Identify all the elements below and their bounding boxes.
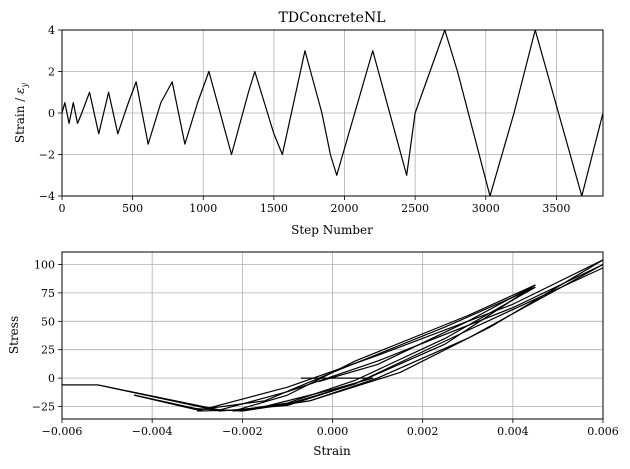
series-line (197, 263, 603, 412)
x-ticks: 0 500 1000 1500 2000 2500 3000 3500 (59, 196, 570, 215)
y-ticks: −4 −2 0 2 4 (39, 24, 62, 203)
x-tick-label: 500 (122, 202, 143, 215)
x-ticks: −0.006 −0.004 −0.002 0.000 0.002 0.004 0.006 (42, 419, 619, 438)
x-tick-label: 0.006 (587, 425, 619, 438)
y-tick-label: −2 (39, 149, 55, 162)
y-tick-label: −25 (32, 401, 55, 414)
series-line (134, 259, 603, 412)
series-line (318, 284, 536, 383)
x-tick-label: 0 (59, 202, 66, 215)
x-tick-label: 0.000 (317, 425, 349, 438)
y-axis-label: Stress (7, 316, 21, 354)
series-line (62, 267, 603, 412)
x-tick-label: 0.004 (497, 425, 529, 438)
series-line (62, 30, 603, 196)
grid (61, 29, 603, 197)
series-line (197, 259, 603, 412)
series-line (232, 284, 536, 412)
chart-title: TDConcreteNL (279, 10, 386, 26)
y-tick-label: 0 (48, 107, 55, 120)
x-tick-label: 0.002 (407, 425, 439, 438)
hysteresis-series (62, 259, 603, 412)
strain-series (62, 30, 603, 196)
x-tick-label: 2500 (401, 202, 429, 215)
y-axis-label: Strain / εy (13, 82, 29, 143)
x-tick-label: 3500 (542, 202, 570, 215)
x-tick-label: 1500 (260, 202, 288, 215)
x-tick-label: 3000 (472, 202, 500, 215)
x-axis-label: Step Number (291, 223, 373, 237)
stress-strain-chart: −0.006 −0.004 −0.002 0.000 0.002 0.004 0.006 −… (7, 251, 619, 458)
y-tick-label: 50 (41, 315, 55, 328)
y-tick-label: 4 (48, 24, 55, 37)
x-tick-label: 2000 (331, 202, 359, 215)
series-line (233, 284, 536, 412)
y-tick-label: 2 (48, 66, 55, 79)
y-ticks: −25 0 25 50 75 100 (32, 258, 62, 414)
y-tick-label: −4 (39, 190, 55, 203)
y-axis-label-subscript: y (20, 82, 29, 88)
x-tick-label: −0.004 (132, 425, 173, 438)
x-tick-label: −0.006 (42, 425, 83, 438)
y-axis-label-text: Strain / (13, 94, 27, 143)
x-tick-label: 1000 (189, 202, 217, 215)
x-tick-label: −0.002 (222, 425, 263, 438)
series-line (133, 286, 536, 411)
y-axis-label-symbol: ε (13, 87, 27, 93)
y-tick-label: 75 (41, 287, 55, 300)
y-tick-label: 0 (48, 372, 55, 385)
strain-history-chart: TDConcreteNL 0 500 1000 1500 2000 2500 3000 350… (13, 10, 604, 237)
x-axis-label: Strain (313, 444, 351, 458)
y-tick-label: 100 (34, 258, 55, 271)
y-tick-label: 25 (41, 344, 55, 357)
